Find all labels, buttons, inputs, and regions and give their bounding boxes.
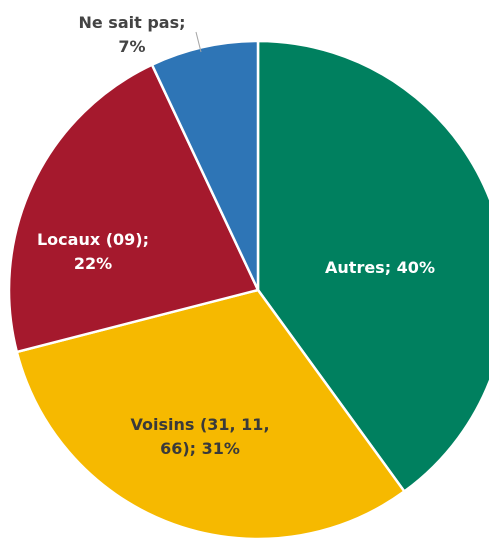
- pie-slice: [7, 63, 260, 354]
- slice-label: Voisins (31, 11, 66); 31%: [130, 415, 270, 458]
- leader-line: [195, 31, 202, 53]
- slice-label: Autres; 40%: [325, 258, 435, 277]
- pie-slice: [15, 288, 407, 540]
- slice-label: Locaux (09); 22%: [36, 230, 150, 273]
- pie-slice: [256, 39, 489, 494]
- slice-label: Ne sait pas; 7%: [78, 13, 186, 56]
- pie-slice: [150, 39, 260, 291]
